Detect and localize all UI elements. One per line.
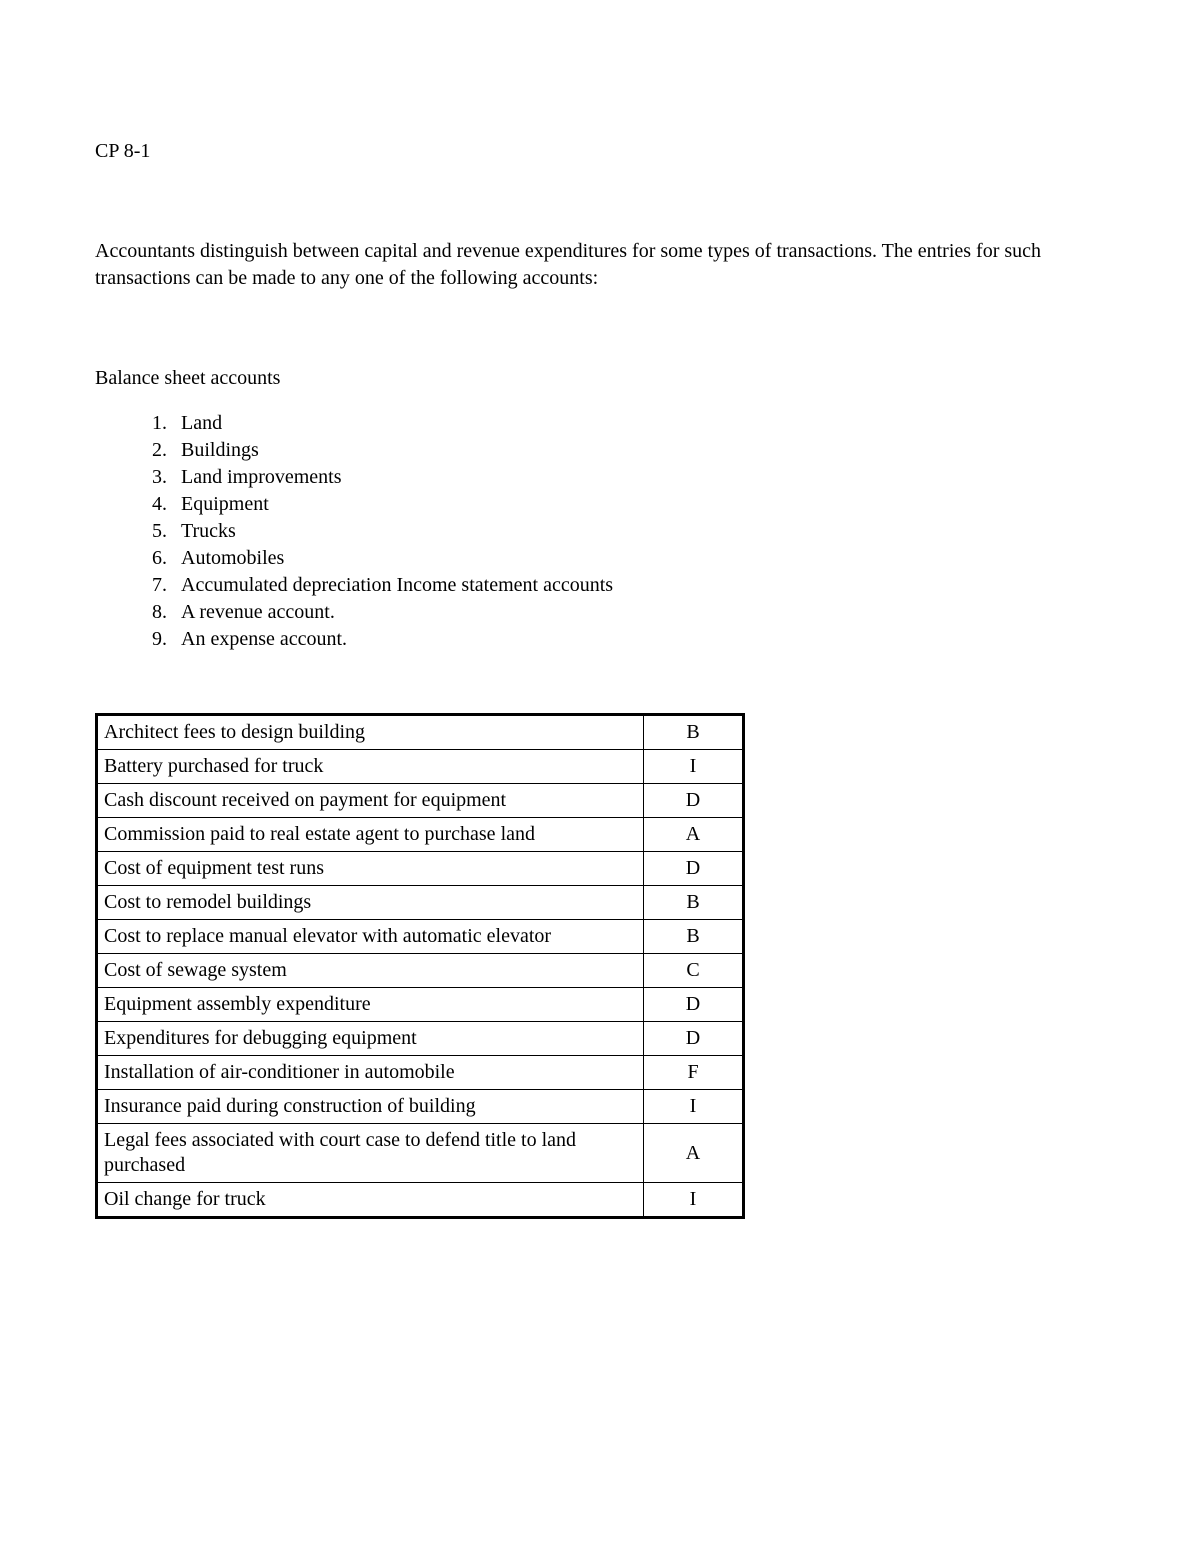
row-description: Cost of sewage system xyxy=(97,954,644,988)
account-item-label: Land improvements xyxy=(181,464,342,491)
row-code: I xyxy=(644,1183,744,1218)
row-description: Legal fees associated with court case to… xyxy=(97,1124,644,1183)
table-row: Oil change for truckI xyxy=(97,1183,744,1218)
row-description: Cost of equipment test runs xyxy=(97,852,644,886)
table-row: Legal fees associated with court case to… xyxy=(97,1124,744,1183)
account-item-number: 9. xyxy=(135,626,167,653)
table-row: Battery purchased for truckI xyxy=(97,750,744,784)
row-code: D xyxy=(644,1022,744,1056)
account-item-number: 2. xyxy=(135,437,167,464)
account-item-number: 6. xyxy=(135,545,167,572)
account-item-label: Trucks xyxy=(181,518,236,545)
account-item-number: 3. xyxy=(135,464,167,491)
row-code: C xyxy=(644,954,744,988)
answers-tbody: Architect fees to design buildingBBatter… xyxy=(97,715,744,1218)
account-item-number: 7. xyxy=(135,572,167,599)
table-row: Insurance paid during construction of bu… xyxy=(97,1090,744,1124)
row-code: B xyxy=(644,715,744,750)
account-item-label: Accumulated depreciation Income statemen… xyxy=(181,572,613,599)
account-item-label: An expense account. xyxy=(181,626,347,653)
account-item: 5. Trucks xyxy=(135,518,1105,545)
account-item: 9. An expense account. xyxy=(135,626,1105,653)
table-row: Architect fees to design buildingB xyxy=(97,715,744,750)
document-heading: CP 8-1 xyxy=(95,140,1105,163)
row-code: B xyxy=(644,920,744,954)
row-code: D xyxy=(644,784,744,818)
row-description: Commission paid to real estate agent to … xyxy=(97,818,644,852)
row-description: Expenditures for debugging equipment xyxy=(97,1022,644,1056)
account-item-number: 5. xyxy=(135,518,167,545)
account-item-label: Equipment xyxy=(181,491,269,518)
account-item-label: Automobiles xyxy=(181,545,284,572)
account-item-number: 1. xyxy=(135,410,167,437)
table-row: Cash discount received on payment for eq… xyxy=(97,784,744,818)
table-row: Cost of sewage systemC xyxy=(97,954,744,988)
account-item: 8. A revenue account. xyxy=(135,599,1105,626)
account-item: 2. Buildings xyxy=(135,437,1105,464)
row-code: F xyxy=(644,1056,744,1090)
row-description: Architect fees to design building xyxy=(97,715,644,750)
row-code: D xyxy=(644,852,744,886)
subheading: Balance sheet accounts xyxy=(95,367,1105,390)
account-item-label: A revenue account. xyxy=(181,599,335,626)
row-description: Insurance paid during construction of bu… xyxy=(97,1090,644,1124)
row-code: I xyxy=(644,1090,744,1124)
row-code: I xyxy=(644,750,744,784)
account-item-label: Buildings xyxy=(181,437,259,464)
account-item: 4. Equipment xyxy=(135,491,1105,518)
account-item: 1. Land xyxy=(135,410,1105,437)
row-description: Cost to remodel buildings xyxy=(97,886,644,920)
table-row: Expenditures for debugging equipmentD xyxy=(97,1022,744,1056)
account-item-number: 8. xyxy=(135,599,167,626)
table-row: Cost of equipment test runsD xyxy=(97,852,744,886)
row-code: B xyxy=(644,886,744,920)
account-item: 6. Automobiles xyxy=(135,545,1105,572)
account-item-number: 4. xyxy=(135,491,167,518)
row-code: A xyxy=(644,818,744,852)
table-row: Cost to replace manual elevator with aut… xyxy=(97,920,744,954)
row-description: Cost to replace manual elevator with aut… xyxy=(97,920,644,954)
account-item: 3. Land improvements xyxy=(135,464,1105,491)
row-code: A xyxy=(644,1124,744,1183)
table-row: Cost to remodel buildingsB xyxy=(97,886,744,920)
table-row: Installation of air-conditioner in autom… xyxy=(97,1056,744,1090)
account-item: 7. Accumulated depreciation Income statem… xyxy=(135,572,1105,599)
row-description: Battery purchased for truck xyxy=(97,750,644,784)
row-code: D xyxy=(644,988,744,1022)
row-description: Oil change for truck xyxy=(97,1183,644,1218)
accounts-list: 1. Land 2. Buildings 3. Land improvements 4. Eq… xyxy=(135,410,1105,653)
row-description: Cash discount received on payment for eq… xyxy=(97,784,644,818)
row-description: Equipment assembly expenditure xyxy=(97,988,644,1022)
answers-table: Architect fees to design buildingBBatter… xyxy=(95,713,745,1219)
table-row: Equipment assembly expenditureD xyxy=(97,988,744,1022)
account-item-label: Land xyxy=(181,410,222,437)
table-row: Commission paid to real estate agent to … xyxy=(97,818,744,852)
row-description: Installation of air-conditioner in autom… xyxy=(97,1056,644,1090)
intro-paragraph: Accountants distinguish between capital … xyxy=(95,238,1105,292)
